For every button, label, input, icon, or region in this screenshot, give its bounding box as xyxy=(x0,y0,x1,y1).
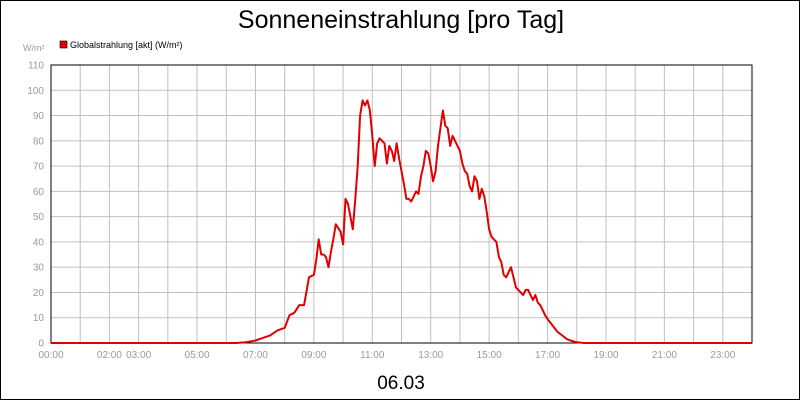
x-tick-label: 07:00 xyxy=(243,350,268,361)
y-tick-label: 0 xyxy=(38,339,44,350)
y-tick-label: 80 xyxy=(33,136,45,147)
y-tick-label: 70 xyxy=(33,162,45,173)
x-tick-label: 13:00 xyxy=(418,350,443,361)
y-tick-label: 20 xyxy=(33,288,45,299)
y-tick-label: 10 xyxy=(33,313,45,324)
x-tick-label: 19:00 xyxy=(593,350,618,361)
x-tick-label: 23:00 xyxy=(710,350,735,361)
y-tick-label: 30 xyxy=(33,263,45,274)
y-unit-label: W/m² xyxy=(23,43,45,53)
y-axis-ticks: 0 10 20 30 40 50 60 70 80 90 100 110 xyxy=(27,61,44,350)
y-tick-label: 100 xyxy=(27,86,44,97)
y-tick-label: 90 xyxy=(33,111,45,122)
x-axis-date-label: 06.03 xyxy=(377,373,425,394)
plot-area xyxy=(50,64,753,344)
x-axis-ticks: 00:00 02:00 03:00 05:00 07:00 09:00 11:00 13:00… xyxy=(38,350,735,361)
y-tick-label: 40 xyxy=(33,237,45,248)
y-tick-label: 60 xyxy=(33,187,45,198)
x-tick-label: 17:00 xyxy=(535,350,560,361)
x-tick-label: 00:00 xyxy=(38,350,63,361)
x-tick-label: 03:00 xyxy=(126,350,151,361)
x-tick-label: 05:00 xyxy=(185,350,210,361)
x-tick-label: 15:00 xyxy=(477,350,502,361)
grid-lines xyxy=(51,64,752,344)
x-tick-label: 11:00 xyxy=(360,350,385,361)
y-tick-label: 50 xyxy=(33,212,45,223)
chart-title: Sonneneinstrahlung [pro Tag] xyxy=(238,6,564,34)
series-line xyxy=(51,99,752,344)
legend-label: Globalstrahlung [akt] (W/m²) xyxy=(70,40,183,50)
y-tick-label: 110 xyxy=(28,61,44,72)
x-tick-label: 09:00 xyxy=(301,350,326,361)
x-tick-label: 02:00 xyxy=(97,350,122,361)
x-tick-label: 21:00 xyxy=(652,350,677,361)
legend-swatch xyxy=(59,40,68,49)
series-layer xyxy=(51,99,752,344)
